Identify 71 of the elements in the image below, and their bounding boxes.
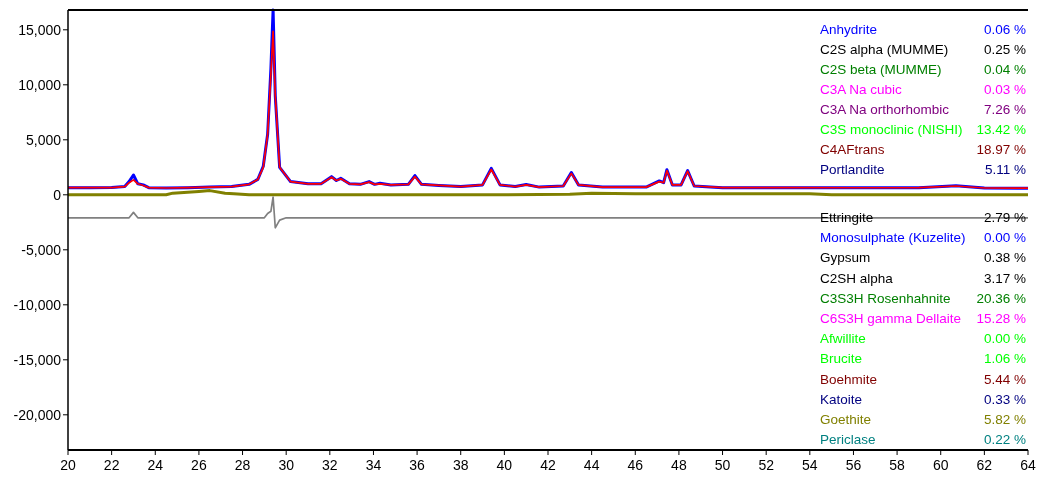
data-label: 15.28 % [976,311,1026,326]
category-label: Ettringite [820,210,874,225]
x-tick-label: 62 [976,457,993,473]
category-label: Afwillite [820,331,866,347]
x-tick-label: 30 [278,457,295,473]
x-tick-label: 46 [627,457,644,473]
data-label: 0.25 % [983,42,1026,57]
category-label: Boehmite [820,371,878,387]
category-label: C3A Na cubic [820,82,903,97]
category-label: Gypsum [820,250,871,266]
data-label: 0.06 % [983,22,1026,37]
category-label: Periclase [820,432,876,448]
data-label: 0.00 % [983,230,1026,246]
category-label: C2S alpha (MUMME) [820,42,949,57]
data-label: 1.06 % [983,351,1026,367]
category-label: C2S beta (MUMME) [820,62,942,77]
data-label: 7.26 % [983,102,1026,117]
data-label: 5.44 % [983,371,1026,387]
x-tick-label: 36 [409,457,426,473]
x-tick-label: 40 [496,457,513,473]
data-label: 2.79 % [983,210,1026,225]
data-label: 0.03 % [983,82,1026,97]
data-label: 20.36 % [976,290,1026,306]
y-tick-label: -10,000 [13,296,62,313]
data-label: 18.97 % [976,142,1026,157]
y-tick-label: -20,000 [13,406,62,423]
category-label: C3S3H Rosenhahnite [820,290,951,306]
category-label: C3A Na orthorhombic [820,102,950,117]
y-tick-label: 5,000 [25,131,62,148]
category-label: C4AFtrans [820,142,885,157]
category-label: Katoite [820,391,863,407]
x-tick-label: 52 [758,457,775,473]
x-tick-label: 54 [802,457,818,473]
data-label: 5.11 % [984,162,1026,177]
data-label: 0.33 % [983,391,1026,407]
category-label: Portlandite [820,162,885,177]
x-tick-label: 60 [932,457,949,473]
x-tick-label: 50 [714,457,731,473]
x-tick-label: 48 [671,457,687,473]
x-tick-label: 58 [889,457,906,473]
x-tick-label: 34 [365,457,382,473]
x-tick-label: 42 [540,457,556,473]
category-label: C3S monoclinic (NISHI) [820,122,963,137]
x-tick-label: 26 [191,457,207,473]
data-label: 13.42 % [976,122,1026,137]
category-label: C6S3H gamma Dellaite [820,311,962,326]
category-label: Goethite [820,412,872,427]
category-label: C2SH alpha [820,270,894,286]
x-tick-label: 28 [234,457,251,473]
data-label: 5.82 % [983,412,1026,427]
data-label: 3.17 % [983,270,1026,286]
category-label: Brucite [820,351,863,367]
category-label: Monosulphate (Kuzelite) [820,230,966,246]
x-tick-label: 56 [845,457,862,473]
category-label: Anhydrite [820,22,878,37]
x-tick-label: 24 [147,457,164,473]
x-tick-label: 32 [322,457,338,473]
data-label: 0.04 % [983,62,1026,77]
y-tick-label: -5,000 [21,241,62,258]
x-tick-label: 20 [60,457,76,473]
x-tick-label: 44 [583,457,600,473]
data-label: 0.22 % [983,432,1026,448]
data-label: 0.38 % [983,250,1026,266]
x-tick-label: 64 [1020,457,1036,473]
x-tick-label: 38 [452,457,469,473]
y-tick-label: 0 [53,186,62,203]
y-tick-label: -15,000 [13,351,62,368]
y-tick-label: 15,000 [18,21,62,38]
x-tick-label: 22 [103,457,120,473]
y-tick-label: 10,000 [18,76,62,93]
data-label: 0.00 % [983,331,1026,347]
